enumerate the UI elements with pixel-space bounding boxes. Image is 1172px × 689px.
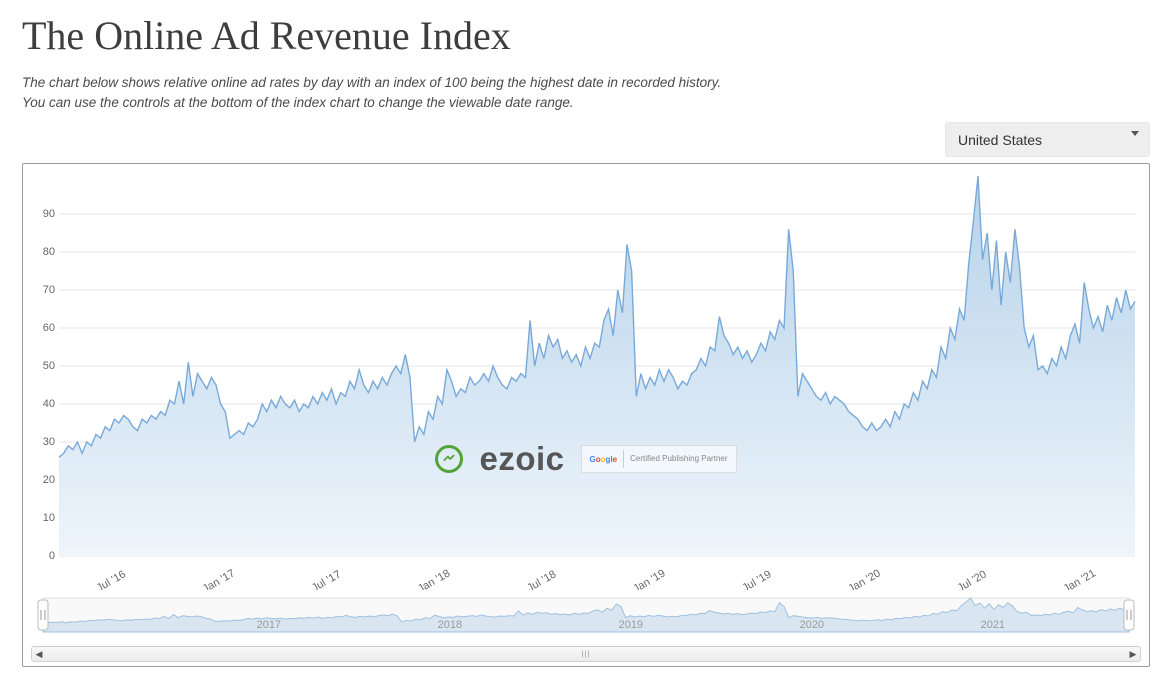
main-chart[interactable]: 0 10 20 30 40 50 60 70 80 90 Jul '16 Jan '17 Jul '17… <box>31 170 1141 590</box>
scroll-right-icon[interactable]: ▶ <box>1126 648 1140 660</box>
nav-year-label: 2017 <box>257 619 281 631</box>
y-axis-tick: 50 <box>43 360 55 372</box>
range-handle-right[interactable] <box>1124 600 1134 630</box>
page-title: The Online Ad Revenue Index <box>22 12 1150 59</box>
scrollbar-grip-icon[interactable]: ||| <box>582 651 590 658</box>
subtitle-line-2: You can use the controls at the bottom o… <box>22 95 574 110</box>
x-axis-tick: Jan '17 <box>201 568 237 591</box>
x-axis-tick: Jul '20 <box>955 568 988 590</box>
y-axis-tick: 60 <box>43 322 55 334</box>
range-handle-left[interactable] <box>38 600 48 630</box>
subtitle: The chart below shows relative online ad… <box>22 73 1150 112</box>
country-select-value: United States <box>958 132 1042 148</box>
y-axis-tick: 0 <box>49 550 55 562</box>
range-scrollbar[interactable]: ◀ ||| ▶ <box>31 646 1141 662</box>
y-axis-tick: 30 <box>43 436 55 448</box>
x-axis-tick: Jan '18 <box>416 568 452 591</box>
x-axis-tick: Jul '18 <box>525 568 558 590</box>
nav-year-label: 2019 <box>619 619 643 631</box>
range-navigator[interactable]: 2017 2018 2019 2020 2021 ◀ ||| ▶ <box>31 596 1141 662</box>
y-axis-tick: 20 <box>43 474 55 486</box>
country-select[interactable]: United States <box>945 122 1150 157</box>
nav-year-label: 2020 <box>800 619 824 631</box>
y-axis-tick: 90 <box>43 208 55 220</box>
x-axis-tick: Jul '17 <box>310 568 343 590</box>
y-axis-tick: 10 <box>43 512 55 524</box>
subtitle-line-1: The chart below shows relative online ad… <box>22 75 721 90</box>
scroll-left-icon[interactable]: ◀ <box>32 648 46 660</box>
x-axis-tick: Jan '19 <box>631 568 667 591</box>
chevron-down-icon <box>1131 131 1139 136</box>
x-axis-tick: Jan '21 <box>1061 568 1097 591</box>
nav-year-label: 2021 <box>981 619 1005 631</box>
chart-container: 0 10 20 30 40 50 60 70 80 90 Jul '16 Jan '17 Jul '17… <box>22 163 1150 667</box>
y-axis-tick: 40 <box>43 398 55 410</box>
x-axis-tick: Jul '16 <box>95 568 128 590</box>
x-axis-tick: Jul '19 <box>740 568 773 590</box>
x-axis-tick: Jan '20 <box>846 568 882 591</box>
y-axis-tick: 80 <box>43 246 55 258</box>
y-axis-tick: 70 <box>43 284 55 296</box>
nav-year-label: 2018 <box>438 619 462 631</box>
